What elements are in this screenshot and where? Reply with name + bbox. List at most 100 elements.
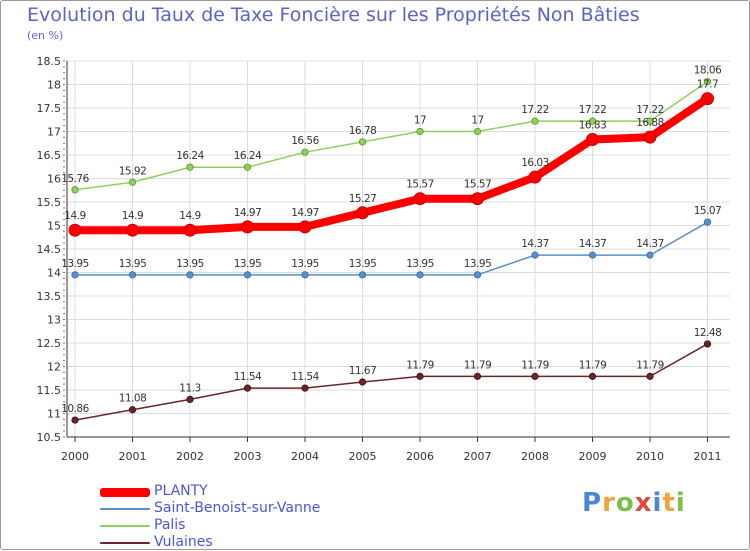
logo-letter: o — [615, 488, 635, 518]
data-label: 15.27 — [349, 193, 377, 205]
data-label: 11.54 — [234, 371, 262, 383]
data-point — [243, 271, 252, 279]
data-point — [531, 251, 539, 259]
y-tick-label: 13.5 — [37, 290, 62, 303]
legend-label: Saint-Benoist-sur-Vanne — [154, 500, 321, 516]
data-point — [243, 163, 252, 171]
data-label: 14.37 — [636, 238, 664, 250]
logo-letter: i — [675, 488, 686, 518]
data-label: 11.79 — [579, 359, 607, 371]
y-tick-label: 14 — [47, 267, 61, 280]
data-point — [643, 130, 657, 144]
series-planty: 14.9 14.9 14.9 14.97 14.97 15.27 15.57 15.57 16.… — [64, 79, 719, 237]
data-point — [356, 206, 369, 220]
data-label: 17.22 — [521, 104, 549, 116]
data-label: 13.95 — [119, 258, 147, 270]
data-point — [588, 251, 597, 259]
data-label: 11.79 — [406, 359, 434, 371]
data-label: 14.97 — [291, 207, 319, 219]
data-point — [703, 78, 712, 86]
y-tick-label: 18.5 — [37, 55, 62, 68]
y-tick-label: 15 — [47, 220, 61, 233]
x-tick-label: 2001 — [119, 450, 147, 463]
data-point — [703, 340, 712, 348]
data-point — [301, 148, 309, 156]
data-label: 13.95 — [291, 258, 319, 270]
x-tick-label: 2003 — [234, 450, 262, 463]
data-point — [186, 395, 194, 403]
data-point — [71, 186, 79, 194]
data-label: 17 — [414, 115, 426, 127]
x-tick-label: 2011 — [694, 450, 722, 463]
series-saint-benoist-sur-vanne: 13.95 13.95 13.95 13.95 13.95 13.95 13.95 13.95… — [61, 205, 722, 279]
data-point — [531, 117, 539, 125]
data-point — [128, 178, 137, 186]
y-tick-label: 10.5 — [37, 431, 62, 444]
data-label: 15.57 — [464, 179, 492, 191]
data-label: 15.57 — [406, 179, 434, 191]
data-point — [358, 378, 367, 386]
y-axis-unit-label: (en %) — [27, 29, 64, 42]
data-label: 11.79 — [521, 359, 549, 371]
data-point — [358, 138, 367, 146]
logo-letter: t — [662, 488, 676, 518]
legend-label: Vulaines — [154, 534, 213, 550]
data-label: 16.24 — [234, 150, 262, 162]
data-label: 15.76 — [61, 173, 89, 185]
data-point — [528, 170, 542, 184]
data-label: 16.88 — [636, 117, 664, 129]
data-point — [473, 372, 482, 380]
data-label: 13.95 — [61, 258, 89, 270]
y-tick-label: 16 — [47, 173, 61, 186]
data-point — [588, 372, 597, 380]
y-tick-label: 12 — [47, 361, 61, 374]
series-vulaines: 10.86 11.08 11.3 11.54 11.54 11.67 11.79 11.79 1… — [61, 327, 722, 424]
data-point — [186, 271, 194, 279]
y-tick-label: 17 — [47, 126, 61, 139]
data-label: 17 — [471, 115, 483, 127]
data-label: 11.67 — [349, 365, 377, 377]
data-label: 14.9 — [64, 210, 85, 222]
logo-letter: r — [602, 488, 616, 518]
data-point — [703, 218, 712, 226]
y-tick-label: 15.5 — [37, 196, 62, 209]
legend-label: PLANTY — [154, 483, 208, 499]
data-point — [243, 384, 252, 392]
data-label: 12.48 — [694, 327, 722, 339]
data-label: 13.95 — [234, 258, 262, 270]
data-label: 16.24 — [176, 150, 204, 162]
data-point — [646, 117, 654, 125]
data-label: 13.95 — [349, 258, 377, 270]
series-line — [74, 343, 709, 421]
y-tick-label: 17.5 — [37, 102, 62, 115]
x-tick-label: 2008 — [521, 450, 549, 463]
data-label: 13.95 — [464, 258, 492, 270]
x-tick-label: 2002 — [176, 450, 204, 463]
x-tick-label: 2010 — [636, 450, 664, 463]
data-label: 11.79 — [636, 359, 664, 371]
data-point — [301, 384, 309, 392]
data-label: 14.97 — [234, 207, 262, 219]
data-label: 11.08 — [119, 393, 147, 405]
data-label: 16.56 — [291, 135, 319, 147]
x-tick-label: 2009 — [579, 450, 607, 463]
x-tick-label: 2004 — [291, 450, 319, 463]
chart-title: Evolution du Taux de Taxe Foncière sur l… — [27, 4, 640, 26]
x-tick-label: 2007 — [464, 450, 492, 463]
data-label: 13.95 — [176, 258, 204, 270]
data-label: 16.03 — [521, 157, 549, 169]
data-label: 16.83 — [579, 119, 607, 131]
data-label: 15.07 — [694, 205, 722, 217]
series-line — [74, 80, 709, 191]
series-line — [71, 94, 712, 235]
data-point — [473, 127, 482, 136]
legend-label: Palis — [154, 517, 186, 533]
data-point — [588, 117, 597, 125]
data-point — [416, 271, 424, 279]
data-point — [128, 271, 137, 279]
data-point — [71, 271, 79, 279]
data-point — [586, 132, 599, 146]
data-point — [128, 406, 137, 414]
